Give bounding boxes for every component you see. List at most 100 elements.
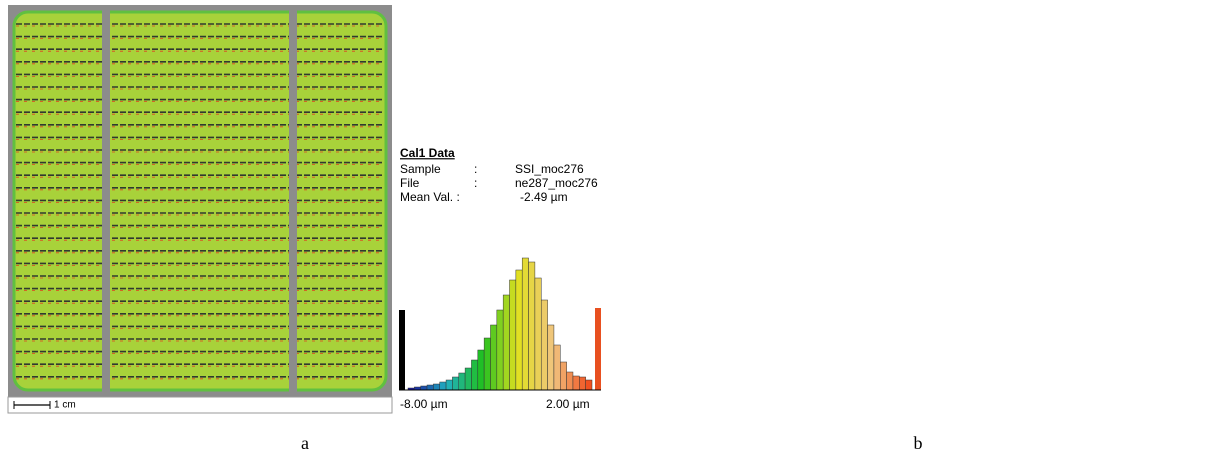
histogram-bar	[566, 371, 574, 391]
histogram-bar	[1072, 388, 1078, 390]
histogram-bar	[420, 385, 428, 391]
histogram-bar	[572, 375, 580, 391]
scale-label: 1 cm	[54, 400, 76, 411]
info-label: File	[1013, 176, 1033, 190]
histogram-bar	[1040, 389, 1046, 390]
histogram-bar	[439, 381, 447, 391]
histogram-bar	[515, 269, 523, 391]
info-title: Cal1 Data	[400, 146, 455, 160]
highlight-circle	[989, 27, 1025, 103]
histogram-bar	[1021, 389, 1027, 390]
histogram-bar	[426, 384, 434, 391]
histogram-bar	[1097, 386, 1103, 390]
histogram-bar	[464, 367, 472, 391]
histogram-bar	[433, 383, 440, 391]
histogram-bar	[534, 277, 542, 391]
info-value: -2.49 µm	[520, 190, 568, 204]
info-label: Mean Val. :	[400, 190, 460, 204]
panel-inner: 1 cm Cal1 Data Sample: SSI_moc276 File: ne288…	[602, 5, 1214, 413]
histogram-min-label: -8.00 µm	[1013, 397, 1061, 411]
info-label: Mean Val. :	[1013, 190, 1073, 204]
highlight-circle	[971, 124, 1023, 200]
histogram-bar	[1065, 388, 1071, 390]
histogram-bar	[553, 344, 561, 391]
histogram-bar	[547, 324, 555, 391]
histogram-bar	[1078, 388, 1084, 390]
histogram-bar	[502, 294, 510, 391]
info-value: ne288_moc276	[1128, 176, 1211, 190]
info-value: -0.87 µm	[1133, 190, 1181, 204]
histogram-bar	[1154, 258, 1160, 390]
info-colon: :	[1087, 176, 1090, 190]
busbar	[289, 5, 297, 397]
busbar	[715, 5, 723, 397]
info-label: Sample	[1013, 162, 1054, 176]
histogram-bar	[1123, 378, 1129, 390]
panel-inner: 1 cm Cal1 Data Sample: SSI_moc276 File: ne287…	[7, 5, 601, 414]
highlight-circle	[602, 242, 662, 298]
histogram-bar	[540, 299, 548, 391]
busbar	[902, 5, 910, 397]
histogram-min-label: -8.00 µm	[400, 397, 448, 411]
histogram-bar	[560, 361, 567, 391]
histogram-bar	[471, 359, 479, 391]
scale-strip	[621, 397, 1005, 413]
histogram-bar	[528, 261, 536, 391]
histogram-bar	[1129, 370, 1135, 390]
histogram-bar	[1053, 389, 1059, 390]
busbar	[102, 5, 110, 397]
histogram-bar	[1199, 384, 1205, 390]
range-min-bar	[399, 310, 405, 390]
range-max-bar	[595, 308, 601, 390]
histogram-bar	[1084, 387, 1090, 390]
panel-content: 1 cm Cal1 Data Sample: SSI_moc276 File: ne288…	[602, 5, 1214, 413]
histogram-bar	[1180, 375, 1186, 390]
histogram-bar	[477, 349, 485, 391]
histogram-bar	[1192, 382, 1198, 390]
histogram-bar	[490, 324, 498, 391]
info-value: SSI_moc276	[1128, 162, 1197, 176]
range-max-bar	[1208, 308, 1214, 390]
panel-content: 1 cm Cal1 Data Sample: SSI_moc276 File: ne287…	[7, 5, 601, 414]
histogram-bar	[1161, 280, 1167, 390]
histogram-bar	[1148, 295, 1154, 390]
info-colon: :	[474, 162, 477, 176]
histogram-bar	[1186, 380, 1192, 390]
scale-strip	[7, 396, 393, 414]
histogram-bar	[483, 337, 491, 391]
histogram-bar	[496, 309, 504, 391]
range-min-bar	[1012, 310, 1018, 390]
histogram-bar	[1059, 389, 1065, 390]
histogram-bar	[579, 376, 586, 391]
highlight-circle	[699, 11, 759, 63]
histogram-max-label: 2.00 µm	[546, 397, 590, 411]
histogram-bar	[509, 279, 517, 391]
info-value: SSI_moc276	[515, 162, 584, 176]
map-surface	[627, 12, 999, 390]
info-colon: :	[474, 176, 477, 190]
histogram-bar	[1034, 389, 1040, 390]
histogram-bar	[1103, 385, 1109, 390]
histogram-bar	[1173, 355, 1179, 390]
info-colon: :	[1087, 162, 1090, 176]
panel-caption: b	[914, 433, 923, 453]
histogram-bar	[521, 257, 529, 391]
histogram-bar	[1142, 330, 1148, 390]
histogram-bar	[1046, 389, 1052, 390]
scale-label: 1 cm	[667, 400, 689, 411]
info-label: File	[400, 176, 420, 190]
histogram-bar	[585, 379, 593, 391]
histogram-bar	[1167, 320, 1173, 390]
histogram-bar	[1110, 384, 1116, 390]
info-value: ne287_moc276	[515, 176, 598, 190]
histogram-bar	[452, 376, 460, 391]
panel-caption: a	[301, 433, 309, 453]
panel: 1 cm Cal1 Data Sample: SSI_moc276 File: ne287…	[7, 5, 601, 414]
panel: 1 cm Cal1 Data Sample: SSI_moc276 File: ne288…	[602, 5, 1214, 413]
histogram-bar	[1027, 389, 1033, 390]
histogram-bar	[458, 372, 466, 391]
histogram-bar	[445, 379, 453, 391]
histogram-bar	[1135, 355, 1141, 390]
info-label: Sample	[400, 162, 441, 176]
